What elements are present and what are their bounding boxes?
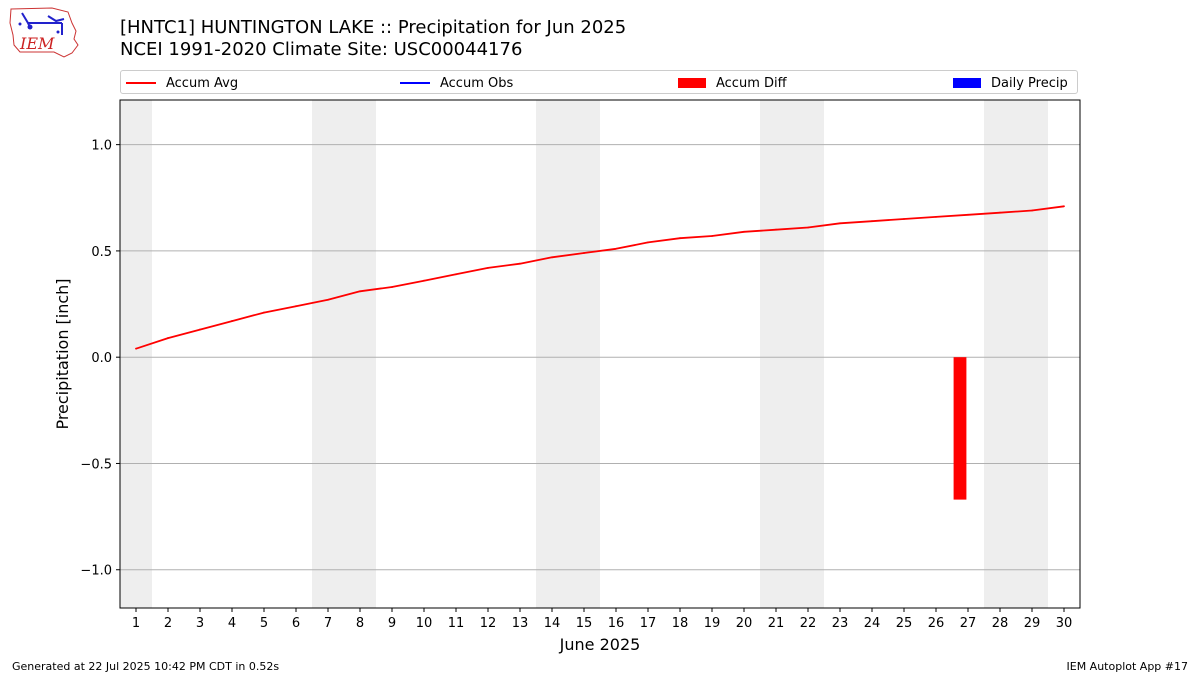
iem-logo: IEM — [9, 7, 79, 58]
x-tick-label: 14 — [544, 616, 561, 631]
data-point — [967, 213, 969, 216]
data-point — [807, 226, 809, 229]
legend-swatch — [953, 78, 981, 88]
chart-title: [HNTC1] HUNTINGTON LAKE :: Precipitation… — [120, 17, 627, 38]
data-point — [487, 267, 489, 269]
data-point — [935, 216, 937, 218]
data-point — [583, 252, 585, 254]
footer-app: IEM Autoplot App #17 — [1066, 660, 1189, 673]
x-tick-label: 25 — [896, 616, 913, 631]
data-point — [295, 305, 297, 308]
legend-item-accum-diff: Accum Diff — [678, 74, 787, 92]
x-tick-label: 16 — [608, 616, 625, 631]
x-axis-label: June 2025 — [559, 635, 641, 654]
legend-label: Daily Precip — [991, 75, 1068, 91]
chart-legend: Accum Avg Accum Obs Accum Diff Daily Pre… — [120, 70, 1078, 94]
x-tick-label: 7 — [324, 616, 332, 631]
x-tick-label: 1 — [132, 616, 140, 631]
data-point — [199, 328, 201, 331]
data-point — [359, 290, 361, 293]
legend-swatch — [678, 78, 706, 88]
x-tick-label: 28 — [992, 616, 1009, 631]
data-point — [167, 337, 169, 339]
data-point — [455, 273, 457, 276]
x-tick-label: 12 — [480, 616, 497, 631]
weekend-shading — [984, 100, 1048, 608]
y-axis-label: Precipitation [inch] — [53, 278, 72, 429]
legend-swatch — [126, 82, 156, 84]
x-tick-label: 30 — [1056, 616, 1073, 631]
data-point — [551, 256, 553, 259]
data-point — [391, 286, 393, 288]
y-tick-label: −0.5 — [80, 457, 112, 472]
x-tick-label: 3 — [196, 616, 204, 631]
y-tick-label: 1.0 — [91, 139, 112, 154]
x-tick-label: 18 — [672, 616, 689, 631]
data-point — [231, 320, 233, 322]
x-tick-label: 5 — [260, 616, 268, 631]
series-line-accum-avg — [135, 205, 1065, 350]
weekend-shading — [120, 100, 152, 608]
legend-label: Accum Diff — [716, 75, 787, 91]
data-point — [871, 220, 873, 223]
x-tick-label: 13 — [512, 616, 529, 631]
data-point — [423, 279, 425, 282]
data-point — [839, 222, 841, 225]
data-point — [711, 235, 713, 237]
data-point — [1063, 205, 1065, 208]
x-tick-label: 20 — [736, 616, 753, 631]
data-point — [1031, 209, 1033, 212]
legend-item-daily-precip: Daily Precip — [953, 74, 1068, 92]
x-tick-label: 23 — [832, 616, 849, 631]
chart-subtitle: NCEI 1991-2020 Climate Site: USC00044176 — [120, 39, 523, 60]
x-tick-label: 9 — [388, 616, 396, 631]
x-tick-label: 27 — [960, 616, 977, 631]
data-point — [519, 262, 521, 265]
x-tick-label: 2 — [164, 616, 172, 631]
data-point — [903, 218, 905, 220]
legend-item-accum-avg: Accum Avg — [126, 74, 238, 92]
x-tick-label: 10 — [416, 616, 433, 631]
data-point — [999, 211, 1001, 214]
x-tick-label: 21 — [768, 616, 785, 631]
x-tick-label: 6 — [292, 616, 300, 631]
x-tick-label: 15 — [576, 616, 593, 631]
weekend-shading — [536, 100, 600, 608]
legend-label: Accum Avg — [166, 75, 239, 91]
x-tick-label: 19 — [704, 616, 721, 631]
data-point — [135, 347, 137, 350]
data-point — [775, 228, 777, 231]
legend-swatch — [400, 82, 430, 84]
y-tick-label: −1.0 — [80, 564, 112, 579]
footer-generated: Generated at 22 Jul 2025 10:42 PM CDT in… — [12, 660, 280, 673]
x-tick-label: 11 — [448, 616, 465, 631]
x-tick-label: 8 — [356, 616, 364, 631]
data-point — [327, 298, 329, 301]
weekend-shading — [312, 100, 376, 608]
x-tick-label: 26 — [928, 616, 945, 631]
x-tick-label: 22 — [800, 616, 817, 631]
bar-accum-diff — [953, 357, 967, 500]
data-point — [615, 247, 617, 250]
data-point — [743, 230, 745, 233]
y-tick-label: 0.0 — [91, 351, 112, 366]
legend-item-accum-obs: Accum Obs — [400, 74, 513, 92]
y-tick-label: 0.5 — [91, 245, 112, 260]
plot-frame — [119, 99, 1081, 609]
x-tick-label: 24 — [864, 616, 881, 631]
x-tick-label: 29 — [1024, 616, 1041, 631]
data-point — [647, 241, 649, 244]
logo-text: IEM — [19, 34, 55, 53]
x-tick-label: 4 — [228, 616, 236, 631]
data-point — [679, 237, 681, 240]
data-point — [263, 311, 265, 314]
weekend-shading — [760, 100, 824, 608]
legend-label: Accum Obs — [440, 75, 514, 91]
x-tick-label: 17 — [640, 616, 657, 631]
